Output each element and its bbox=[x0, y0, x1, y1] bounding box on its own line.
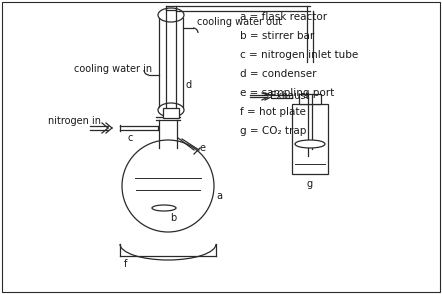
Bar bbox=[299, 94, 321, 104]
Bar bbox=[163, 108, 179, 118]
Text: e = sampling port: e = sampling port bbox=[240, 88, 334, 98]
Text: e: e bbox=[200, 143, 206, 153]
Ellipse shape bbox=[295, 140, 325, 148]
Text: d = condenser: d = condenser bbox=[240, 69, 316, 79]
Ellipse shape bbox=[158, 8, 184, 22]
Text: a = flask reactor: a = flask reactor bbox=[240, 12, 327, 22]
Text: cooling water out: cooling water out bbox=[197, 17, 282, 27]
Ellipse shape bbox=[152, 205, 176, 211]
Text: cooling water in: cooling water in bbox=[74, 64, 152, 74]
Text: f = hot plate: f = hot plate bbox=[240, 107, 306, 117]
Text: c = nitrogen inlet tube: c = nitrogen inlet tube bbox=[240, 50, 358, 60]
Text: g: g bbox=[307, 179, 313, 189]
Text: b: b bbox=[170, 213, 176, 223]
Text: f: f bbox=[124, 259, 127, 269]
Text: c: c bbox=[128, 133, 133, 143]
Text: nitrogen in: nitrogen in bbox=[48, 116, 101, 126]
Circle shape bbox=[122, 140, 214, 232]
Text: g = CO₂ trap: g = CO₂ trap bbox=[240, 126, 306, 136]
Text: a: a bbox=[216, 191, 222, 201]
Ellipse shape bbox=[158, 103, 184, 117]
Text: d: d bbox=[185, 80, 191, 90]
Text: Exhaust: Exhaust bbox=[270, 91, 309, 101]
Bar bbox=[292, 104, 328, 174]
Text: b = stirrer bar: b = stirrer bar bbox=[240, 31, 314, 41]
